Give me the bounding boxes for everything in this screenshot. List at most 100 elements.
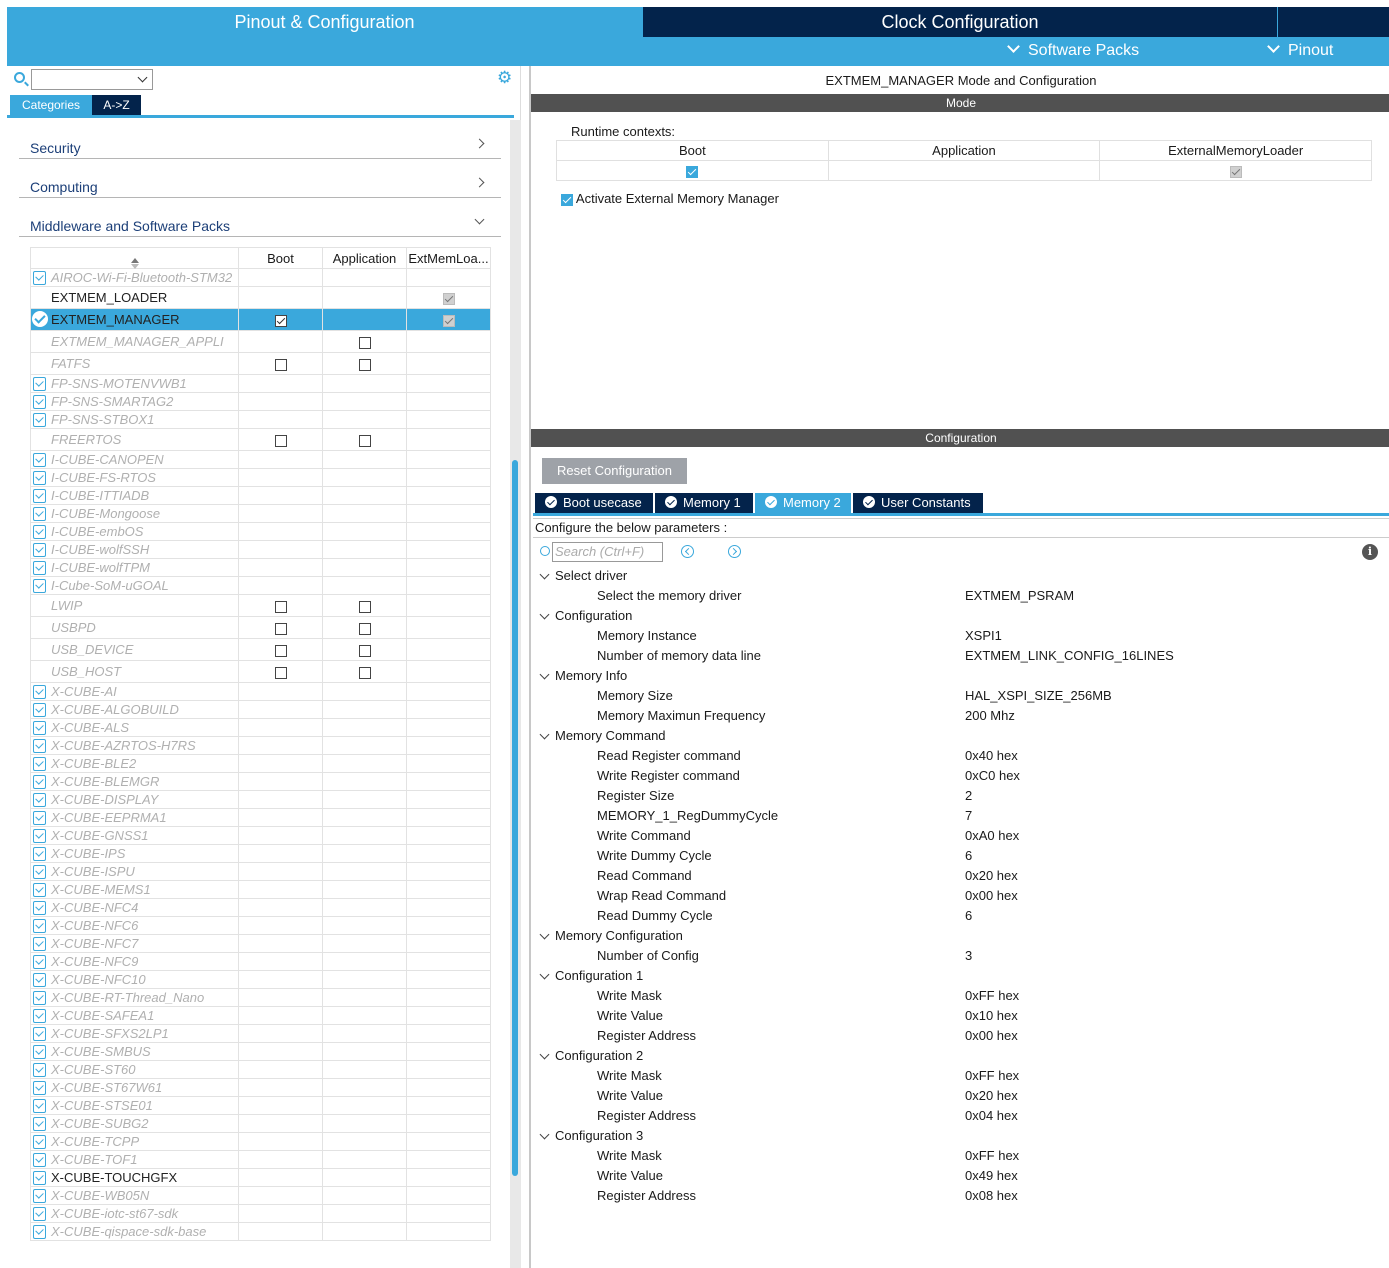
table-row[interactable]: X-CUBE-TCPP (30, 1132, 491, 1151)
app-checkbox[interactable] (358, 666, 371, 679)
middleware-name-cell[interactable]: X-CUBE-TOF1 (30, 1150, 239, 1169)
parameter-value[interactable]: 0xA0 hex (965, 828, 1020, 843)
parameter-value[interactable]: 6 (965, 908, 973, 923)
parameter-value[interactable]: EXTMEM_PSRAM (965, 588, 1075, 603)
table-row[interactable]: USB_DEVICE (30, 638, 491, 661)
parameter-value[interactable]: 0xFF hex (965, 1068, 1020, 1083)
parameter-value[interactable]: 0xC0 hex (965, 768, 1020, 783)
parameter-value[interactable]: HAL_XSPI_SIZE_256MB (965, 688, 1112, 703)
table-row[interactable]: X-CUBE-TOF1 (30, 1150, 491, 1169)
table-row[interactable]: X-CUBE-NFC10 (30, 970, 491, 989)
middleware-name-cell[interactable]: X-CUBE-EEPRMA1 (30, 808, 239, 827)
middleware-name-cell[interactable]: FREERTOS (30, 428, 239, 451)
chevron-down-icon[interactable] (539, 969, 550, 980)
parameter-row[interactable]: Write Command 0xA0 hex (531, 826, 1389, 846)
table-row[interactable]: X-CUBE-ST67W61 (30, 1078, 491, 1097)
middleware-name-cell[interactable]: I-CUBE-Mongoose (30, 504, 239, 523)
parameter-value[interactable]: 2 (965, 788, 973, 803)
table-row[interactable]: X-CUBE-MEMS1 (30, 880, 491, 899)
table-row[interactable]: X-CUBE-BLEMGR (30, 772, 491, 791)
middleware-name-cell[interactable]: X-CUBE-ALGOBUILD (30, 700, 239, 719)
app-checkbox[interactable] (358, 336, 371, 349)
middleware-name-cell[interactable]: X-CUBE-NFC6 (30, 916, 239, 935)
table-row[interactable]: X-CUBE-NFC4 (30, 898, 491, 917)
table-row[interactable]: X-CUBE-SMBUS (30, 1042, 491, 1061)
parameter-group[interactable]: Configuration (531, 606, 1389, 626)
table-row[interactable]: X-CUBE-RT-Thread_Nano (30, 988, 491, 1007)
table-row[interactable]: AIROC-Wi-Fi-Bluetooth-STM32 (30, 268, 491, 287)
table-row[interactable]: FP-SNS-SMARTAG2 (30, 392, 491, 411)
parameter-group[interactable]: Memory Info (531, 666, 1389, 686)
table-row[interactable]: X-CUBE-ISPU (30, 862, 491, 881)
gear-icon[interactable]: ⚙ (497, 68, 513, 87)
boot-checkbox[interactable] (274, 666, 287, 679)
parameter-group[interactable]: Configuration 2 (531, 1046, 1389, 1066)
middleware-name-cell[interactable]: USB_HOST (30, 660, 239, 683)
table-row[interactable]: USBPD (30, 616, 491, 639)
table-row[interactable]: X-CUBE-NFC9 (30, 952, 491, 971)
middleware-name-cell[interactable]: X-CUBE-SMBUS (30, 1042, 239, 1061)
boot-context-checkbox[interactable] (686, 165, 699, 178)
table-row[interactable]: X-CUBE-EEPRMA1 (30, 808, 491, 827)
middleware-name-cell[interactable]: X-CUBE-SUBG2 (30, 1114, 239, 1133)
middleware-name-cell[interactable]: X-CUBE-iotc-st67-sdk (30, 1204, 239, 1223)
middleware-name-cell[interactable]: X-CUBE-BLE2 (30, 754, 239, 773)
parameter-row[interactable]: Register Address 0x00 hex (531, 1026, 1389, 1046)
middleware-name-cell[interactable]: I-CUBE-CANOPEN (30, 450, 239, 469)
middleware-name-cell[interactable]: EXTMEM_LOADER (30, 286, 239, 309)
tab-categories[interactable]: Categories (10, 95, 92, 115)
parameter-value[interactable]: 0xFF hex (965, 988, 1020, 1003)
table-row[interactable]: I-CUBE-wolfTPM (30, 558, 491, 577)
tab-extra[interactable] (1278, 7, 1389, 37)
middleware-name-cell[interactable]: X-CUBE-AI (30, 682, 239, 701)
middleware-name-cell[interactable]: USBPD (30, 616, 239, 639)
middleware-name-cell[interactable]: FP-SNS-SMARTAG2 (30, 392, 239, 411)
boot-checkbox[interactable] (274, 434, 287, 447)
chevron-down-icon[interactable] (539, 729, 550, 740)
parameter-row[interactable]: Write Value 0x49 hex (531, 1166, 1389, 1186)
middleware-name-cell[interactable]: FP-SNS-STBOX1 (30, 410, 239, 429)
middleware-name-cell[interactable]: EXTMEM_MANAGER_APPLI (30, 330, 239, 353)
parameter-row[interactable]: Wrap Read Command 0x00 hex (531, 886, 1389, 906)
table-row[interactable]: I-CUBE-ITTIADB (30, 486, 491, 505)
parameter-row[interactable]: Write Mask 0xFF hex (531, 986, 1389, 1006)
middleware-name-cell[interactable]: X-CUBE-DISPLAY (30, 790, 239, 809)
tab-memory-1[interactable]: Memory 1 (655, 493, 753, 513)
middleware-name-cell[interactable]: X-CUBE-ALS (30, 718, 239, 737)
table-row[interactable]: I-CUBE-FS-RTOS (30, 468, 491, 487)
tab-pinout-configuration[interactable]: Pinout & Configuration (234, 12, 415, 32)
middleware-name-cell[interactable]: X-CUBE-ST67W61 (30, 1078, 239, 1097)
parameter-value[interactable]: 0x00 hex (965, 888, 1018, 903)
app-checkbox[interactable] (358, 600, 371, 613)
middleware-name-cell[interactable]: X-CUBE-STSE01 (30, 1096, 239, 1115)
middleware-name-cell[interactable]: X-CUBE-SAFEA1 (30, 1006, 239, 1025)
info-icon[interactable]: i (1362, 544, 1378, 560)
table-row[interactable]: X-CUBE-STSE01 (30, 1096, 491, 1115)
middleware-name-cell[interactable]: I-CUBE-FS-RTOS (30, 468, 239, 487)
app-checkbox[interactable] (358, 644, 371, 657)
parameter-value[interactable]: 0x40 hex (965, 748, 1018, 763)
parameter-row[interactable]: Write Mask 0xFF hex (531, 1146, 1389, 1166)
chevron-down-icon[interactable] (539, 1129, 550, 1140)
section-computing[interactable]: Computing (19, 159, 501, 198)
next-match-icon[interactable] (728, 545, 741, 558)
parameter-value[interactable]: 0x20 hex (965, 1088, 1018, 1103)
table-row[interactable]: EXTMEM_LOADER (30, 286, 491, 309)
parameter-group[interactable]: Configuration 1 (531, 966, 1389, 986)
table-row[interactable]: X-CUBE-ST60 (30, 1060, 491, 1079)
tab-a-to-z[interactable]: A->Z (92, 95, 141, 115)
boot-checkbox[interactable] (274, 644, 287, 657)
tab-boot-usecase[interactable]: Boot usecase (535, 493, 653, 513)
scrollbar-thumb[interactable] (512, 460, 518, 1176)
parameter-row[interactable]: Write Mask 0xFF hex (531, 1066, 1389, 1086)
middleware-name-cell[interactable]: FP-SNS-MOTENVWB1 (30, 374, 239, 393)
tab-clock-configuration[interactable]: Clock Configuration (643, 7, 1277, 37)
parameter-row[interactable]: Register Size 2 (531, 786, 1389, 806)
middleware-name-cell[interactable]: FATFS (30, 352, 239, 375)
parameter-value[interactable]: 200 Mhz (965, 708, 1015, 723)
parameter-value[interactable]: 0x00 hex (965, 1028, 1018, 1043)
middleware-name-cell[interactable]: X-CUBE-ISPU (30, 862, 239, 881)
parameter-row[interactable]: Number of Config 3 (531, 946, 1389, 966)
app-checkbox[interactable] (358, 622, 371, 635)
parameter-value[interactable]: 0x04 hex (965, 1108, 1018, 1123)
